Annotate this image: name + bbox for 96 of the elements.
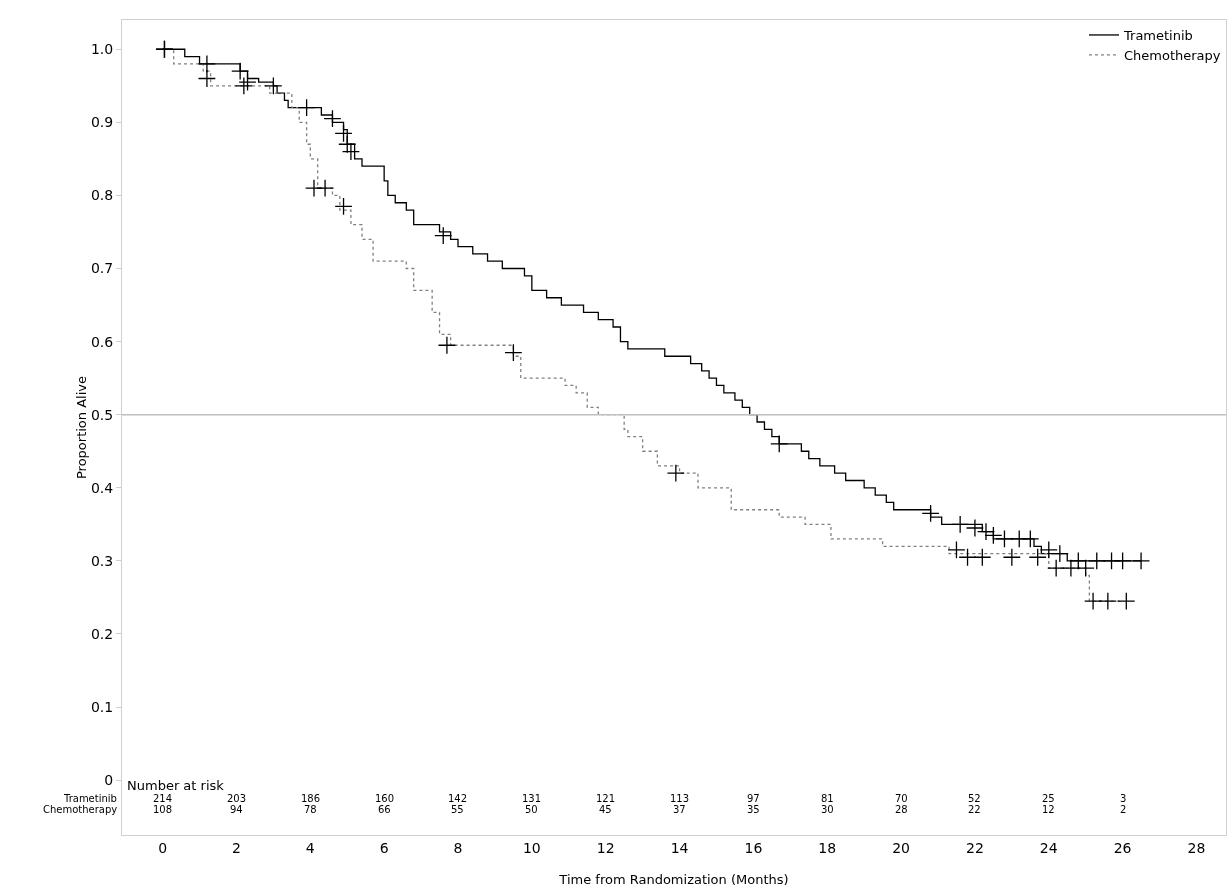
point: [921, 504, 940, 523]
x-tick-label: 14: [670, 839, 689, 856]
point: [437, 336, 456, 355]
y-tick-label: 0.6: [90, 333, 114, 350]
annotation: 45: [599, 804, 612, 815]
point: [1113, 551, 1132, 570]
y-tick-label: 0.4: [90, 479, 114, 496]
annotation: 81: [821, 793, 834, 804]
annotation: 78: [304, 804, 317, 815]
y-tick-label: 0.9: [90, 114, 114, 131]
annotation: 70: [895, 793, 908, 804]
x-tick-label: 18: [818, 839, 837, 856]
annotation: 37: [673, 804, 686, 815]
point: [1047, 559, 1066, 578]
point: [1050, 544, 1069, 563]
point: [297, 98, 316, 117]
legend-label: Chemotherapy: [1124, 47, 1221, 63]
annotation: 55: [451, 804, 464, 815]
annotation: 3: [1120, 793, 1127, 804]
point: [965, 518, 984, 538]
annotation: 186: [301, 793, 321, 804]
annotation: 52: [968, 793, 981, 804]
annotation: 131: [522, 793, 542, 804]
point: [234, 76, 253, 95]
x-tick-label: 24: [1039, 839, 1058, 856]
point: [334, 124, 353, 143]
point: [1028, 548, 1047, 567]
annotation: Number at risk: [127, 778, 225, 793]
y-tick-label: 0.7: [90, 260, 114, 277]
annotation: 121: [596, 793, 616, 804]
annotation: 28: [895, 804, 908, 815]
y-tick-label: 0.5: [90, 406, 114, 423]
annotation: 203: [227, 793, 247, 804]
text: Trametinib: [63, 793, 117, 804]
x-tick-label: 16: [744, 839, 763, 856]
legend-label: Trametinib: [1123, 28, 1193, 44]
y-tick-label: 0.1: [90, 698, 114, 715]
annotation: 12: [1042, 804, 1055, 815]
x-tick-label: 28: [1187, 839, 1206, 856]
annotation: 2: [1120, 804, 1127, 815]
point: [338, 135, 357, 154]
point: [666, 464, 685, 483]
x-tick-label: 22: [966, 839, 984, 856]
point: [1132, 551, 1151, 570]
text: Chemotherapy: [43, 804, 118, 815]
annotation: 66: [378, 804, 391, 815]
x-tick-label: 2: [232, 839, 241, 856]
annotation: 50: [525, 804, 538, 815]
annotation: 97: [747, 793, 760, 804]
y-tick-label: 0.3: [90, 552, 114, 569]
y-axis-title: Proportion Alive: [73, 375, 89, 480]
point: [504, 343, 523, 362]
point: [973, 548, 992, 567]
x-tick-label: 12: [596, 839, 615, 856]
point: [1087, 551, 1106, 570]
x-tick-label: 0: [158, 839, 168, 856]
point: [341, 142, 360, 161]
x-tick-label: 10: [522, 839, 541, 856]
annotation: 160: [375, 793, 395, 804]
annotation: 35: [747, 804, 760, 815]
point: [1117, 592, 1136, 611]
point: [770, 434, 789, 453]
point: [1098, 592, 1117, 611]
point: [976, 522, 996, 541]
point: [1039, 540, 1058, 559]
point: [323, 109, 342, 128]
point: [951, 515, 970, 534]
point: [984, 526, 1003, 545]
annotation: 214: [153, 793, 173, 804]
point: [334, 197, 353, 216]
annotation: 108: [153, 804, 173, 815]
point: [1061, 559, 1080, 578]
y-tick-label: 0: [104, 772, 114, 789]
annotation: 22: [968, 804, 981, 815]
x-tick-label: 26: [1113, 839, 1132, 856]
x-axis-title: Time from Randomization (Months): [558, 872, 789, 887]
point: [197, 54, 216, 73]
x-tick-label: 4: [305, 839, 315, 856]
y-tick-label: 0.8: [90, 187, 114, 204]
x-tick-label: 6: [379, 839, 389, 856]
y-tick-label: 0.2: [90, 625, 114, 642]
point: [316, 179, 335, 198]
point: [1002, 548, 1021, 567]
point: [434, 226, 453, 245]
annotation: 94: [230, 804, 243, 815]
point: [1021, 529, 1040, 549]
annotation: 113: [670, 793, 690, 804]
point: [197, 69, 216, 88]
annotation: 142: [448, 793, 468, 804]
point: [264, 76, 283, 95]
annotation: 25: [1042, 793, 1055, 804]
x-tick-label: 20: [892, 839, 910, 856]
annotation: 30: [821, 804, 834, 815]
y-tick-label: 1.0: [90, 41, 114, 58]
x-tick-label: 8: [453, 839, 463, 856]
point: [995, 529, 1014, 549]
